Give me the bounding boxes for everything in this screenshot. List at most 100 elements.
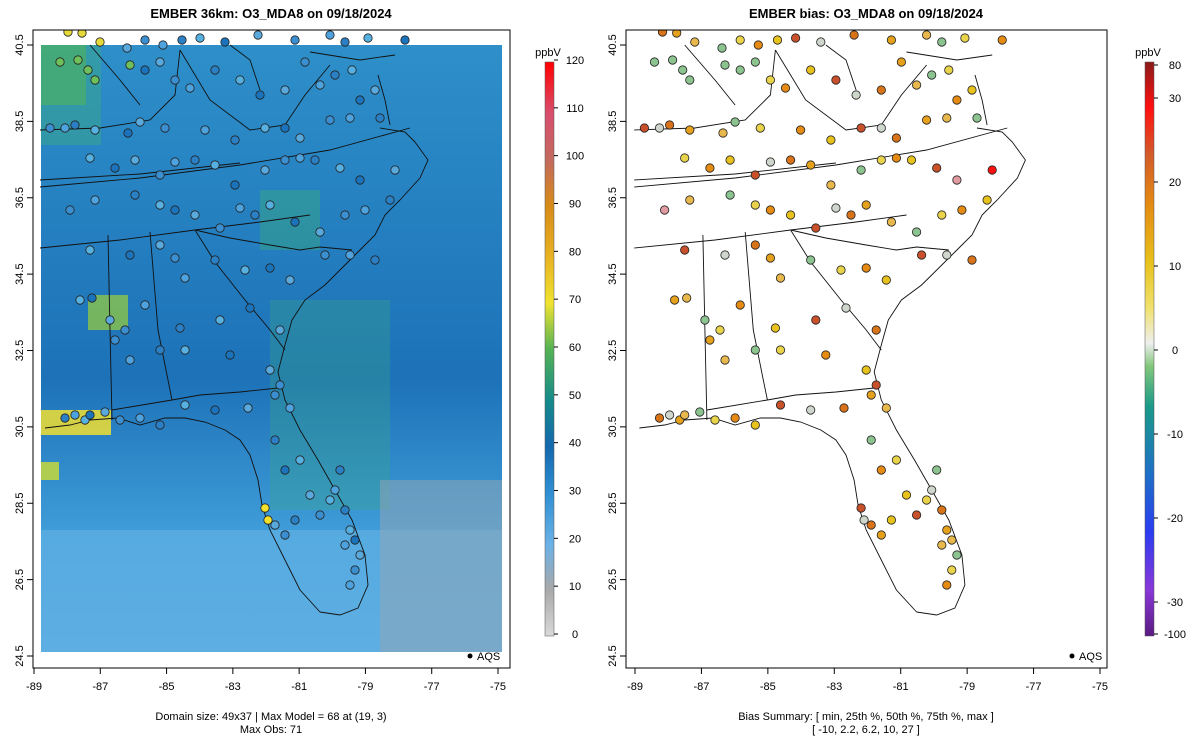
station-marker: [140, 300, 150, 310]
station-marker: [861, 263, 871, 273]
station-marker: [790, 33, 801, 43]
station-marker: [220, 37, 230, 47]
station-marker: [921, 495, 932, 505]
right-legend-label: AQS: [1079, 651, 1102, 663]
station-marker: [785, 210, 796, 220]
station-marker: [73, 55, 83, 65]
station-marker: [957, 205, 967, 215]
station-marker: [330, 485, 340, 495]
station-marker: [705, 163, 715, 173]
x-tick-label: -81: [291, 681, 307, 693]
station-marker: [682, 293, 692, 303]
station-marker: [906, 155, 917, 165]
y-tick-label: 24.5: [14, 645, 26, 666]
station-marker: [841, 303, 851, 313]
y-tick-label: 34.5: [607, 263, 619, 284]
station-marker: [831, 75, 841, 85]
state-border: [873, 127, 1026, 616]
station-marker: [942, 525, 952, 535]
station-marker: [856, 503, 866, 513]
station-marker: [370, 85, 380, 95]
station-marker: [775, 400, 786, 410]
colorbar-tick-label: 20: [1169, 177, 1181, 189]
y-tick-label: 40.5: [14, 34, 26, 55]
station-marker: [255, 90, 265, 100]
station-marker: [851, 90, 861, 100]
colorbar-tick-label: 110: [566, 103, 584, 115]
state-border: [277, 127, 429, 616]
colorbar-tick-label: -20: [1167, 513, 1183, 525]
station-marker: [770, 323, 781, 333]
station-marker: [85, 245, 95, 255]
state-border: [44, 417, 321, 613]
station-marker: [811, 315, 821, 325]
station-marker: [725, 190, 735, 200]
station-marker: [335, 465, 345, 475]
station-marker: [190, 210, 200, 220]
station-marker: [911, 227, 922, 237]
station-marker: [85, 410, 95, 420]
station-marker: [927, 70, 937, 80]
station-marker: [390, 165, 400, 175]
station-marker: [921, 30, 932, 40]
station-marker: [871, 325, 881, 335]
station-marker: [155, 170, 165, 180]
station-marker: [340, 37, 350, 47]
station-marker: [215, 223, 225, 233]
station-marker: [70, 410, 80, 420]
station-marker: [140, 35, 150, 45]
station-marker: [185, 83, 195, 93]
station-marker: [886, 515, 897, 525]
station-marker: [806, 255, 816, 265]
x-tick-label: -85: [760, 681, 776, 693]
station-marker: [735, 35, 745, 45]
station-marker: [235, 75, 245, 85]
station-marker: [180, 345, 190, 355]
station-marker: [105, 315, 115, 325]
left-plot-frame: [32, 29, 511, 669]
station-marker: [77, 30, 87, 38]
station-marker: [937, 210, 947, 220]
station-marker: [90, 195, 100, 205]
x-tick-label: -75: [1092, 681, 1108, 693]
station-marker: [639, 123, 650, 133]
state-border: [974, 74, 988, 126]
station-marker: [195, 33, 205, 43]
station-marker: [705, 335, 715, 345]
station-marker: [75, 295, 85, 305]
colorbar-tick-label: 20: [569, 533, 581, 545]
station-marker: [775, 273, 786, 283]
station-marker: [315, 227, 325, 237]
station-marker: [340, 210, 350, 220]
station-marker: [720, 355, 730, 365]
station-marker: [70, 120, 80, 130]
y-tick-label: 28.5: [607, 493, 619, 514]
station-marker: [795, 125, 806, 135]
station-marker: [345, 580, 355, 590]
station-marker: [856, 123, 866, 133]
state-border: [906, 51, 993, 61]
station-marker: [876, 530, 886, 540]
station-marker: [325, 115, 335, 125]
station-marker: [265, 365, 275, 375]
station-marker: [735, 65, 745, 75]
state-border: [639, 417, 917, 613]
station-marker: [210, 160, 220, 170]
station-marker: [355, 95, 365, 105]
station-marker: [295, 153, 305, 163]
station-marker: [735, 300, 745, 310]
station-marker: [290, 515, 300, 525]
station-marker: [695, 407, 705, 417]
station-marker: [123, 128, 133, 138]
y-tick-label: 24.5: [607, 645, 619, 666]
station-marker: [360, 205, 370, 215]
state-border: [825, 44, 857, 91]
y-tick-label: 26.5: [607, 569, 619, 590]
station-marker: [355, 175, 365, 185]
station-marker: [816, 37, 826, 47]
station-marker: [811, 223, 821, 233]
station-marker: [753, 40, 763, 50]
x-tick-label: -79: [959, 681, 975, 693]
station-marker: [250, 210, 260, 220]
station-marker: [717, 43, 727, 53]
